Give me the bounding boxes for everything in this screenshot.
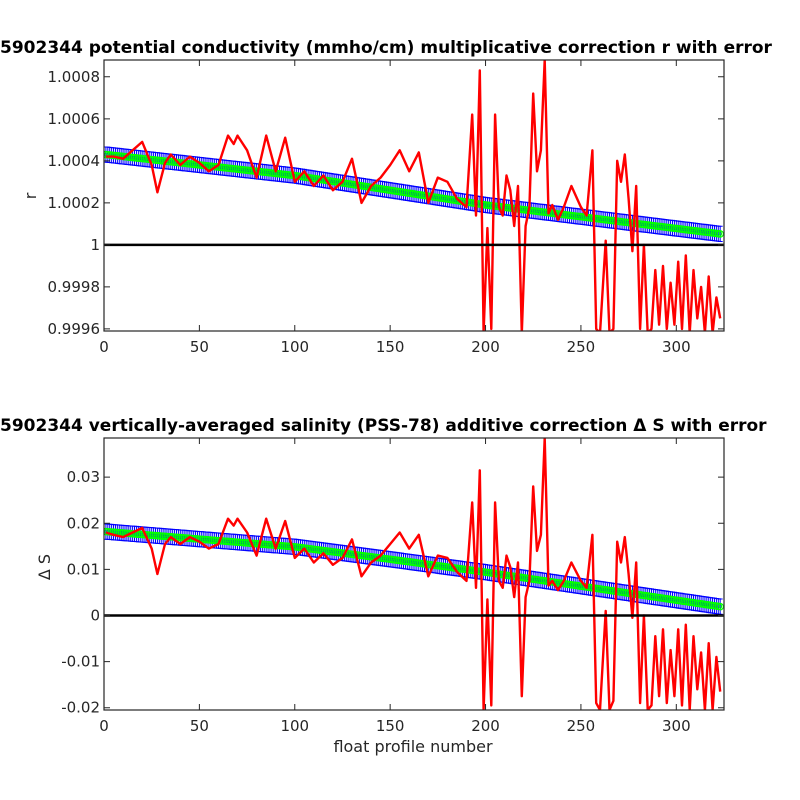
error-bar	[717, 225, 723, 242]
x-tick-label: 250	[567, 717, 596, 735]
plot-content	[104, 438, 724, 710]
fit-point	[716, 230, 724, 238]
x-axis-label: float profile number	[333, 737, 493, 756]
y-axis-label-top: r	[21, 192, 40, 199]
x-tick-label: 100	[280, 338, 309, 356]
y-tick-label: 1.0004	[48, 152, 101, 170]
plot-content	[104, 60, 724, 331]
x-tick-label: 100	[280, 717, 309, 735]
chart-title-bottom: 5902344 vertically-averaged salinity (PS…	[0, 416, 767, 436]
y-axis-label-bottom: Δ S	[35, 554, 54, 580]
chart-title-top: 5902344 potential conductivity (mmho/cm)…	[0, 38, 773, 58]
x-tick-label: 50	[190, 717, 209, 735]
x-tick-label: 0	[99, 717, 109, 735]
y-tick-label: -0.02	[61, 699, 100, 717]
x-tick-label: 300	[662, 717, 691, 735]
raw-correction-line	[105, 438, 722, 710]
x-tick-label: 50	[190, 338, 209, 356]
y-tick-label: 0.01	[67, 560, 100, 578]
top-panel: 5902344 potential conductivity (mmho/cm)…	[0, 38, 773, 356]
x-tick-label: 0	[99, 338, 109, 356]
axes-frame	[103, 437, 725, 711]
axes-frame	[103, 59, 725, 332]
fit-point	[716, 602, 724, 611]
plot-area	[104, 438, 724, 710]
x-tick-label: 300	[662, 338, 691, 356]
y-tick-label: 0	[90, 606, 100, 624]
x-tick-label: 150	[376, 338, 405, 356]
y-tick-label: -0.01	[61, 653, 100, 671]
bottom-panel: 5902344 vertically-averaged salinity (PS…	[0, 416, 767, 756]
x-tick-label: 200	[471, 717, 500, 735]
raw-correction-line	[105, 60, 722, 331]
x-tick-label: 150	[376, 717, 405, 735]
x-tick-label: 250	[567, 338, 596, 356]
y-tick-label: 0.9996	[48, 320, 101, 338]
y-tick-label: 0.9998	[48, 278, 101, 296]
y-tick-label: 0.02	[67, 514, 100, 532]
y-tick-label: 1.0002	[48, 194, 101, 212]
y-tick-label: 1.0008	[48, 68, 101, 86]
error-bar	[717, 598, 723, 615]
y-tick-label: 0.03	[67, 468, 100, 486]
y-tick-label: 1	[90, 236, 100, 254]
x-tick-label: 200	[471, 338, 500, 356]
y-tick-label: 1.0006	[48, 110, 101, 128]
